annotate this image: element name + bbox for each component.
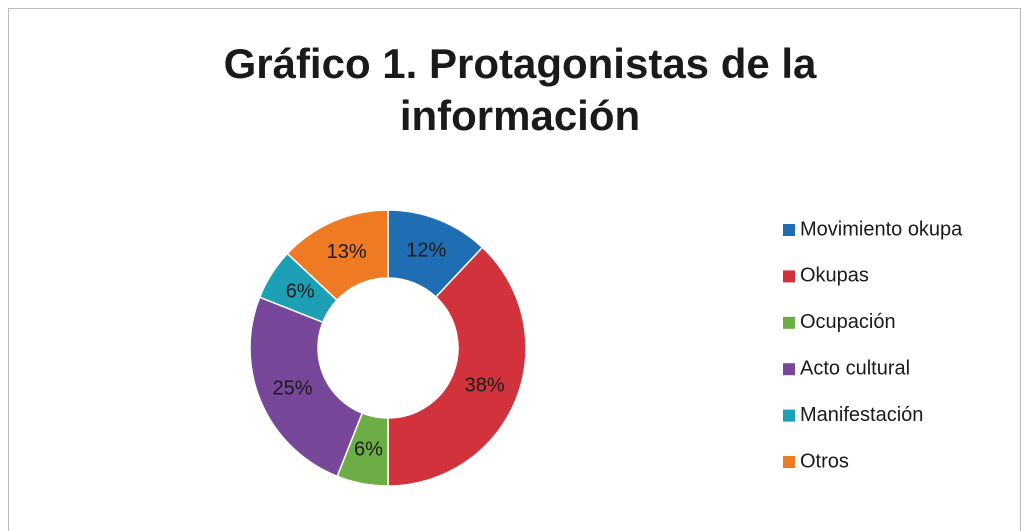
legend-swatch — [783, 409, 795, 422]
legend-label: Okupas — [800, 265, 869, 287]
data-label: 38% — [465, 375, 505, 397]
legend-label: Manifestación — [800, 404, 923, 426]
donut-slice — [387, 246, 527, 487]
legend-label: Otros — [800, 450, 849, 472]
legend-swatch — [783, 270, 795, 283]
data-label: 12% — [406, 240, 446, 262]
data-label: 6% — [286, 281, 315, 303]
donut-slice — [286, 209, 389, 302]
legend-swatch — [783, 224, 795, 236]
legend-label: Movimiento okupa — [800, 218, 963, 240]
legend-swatch — [783, 456, 795, 468]
data-label: 25% — [273, 378, 313, 400]
legend-swatch — [783, 363, 795, 376]
chart-frame — [8, 8, 1021, 531]
chart-title: Gráfico 1. Protagonistas de la informaci… — [223, 40, 817, 139]
data-label: 6% — [354, 438, 383, 460]
legend-swatch — [783, 316, 795, 329]
data-label: 13% — [327, 241, 367, 263]
legend-label: Ocupación — [800, 311, 896, 333]
donut-slice — [249, 296, 364, 478]
legend-label: Acto cultural — [800, 357, 910, 379]
